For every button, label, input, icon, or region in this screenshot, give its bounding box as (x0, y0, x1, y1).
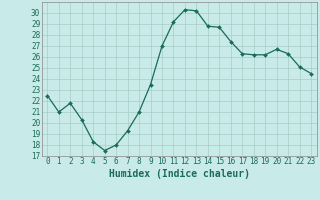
X-axis label: Humidex (Indice chaleur): Humidex (Indice chaleur) (109, 169, 250, 179)
